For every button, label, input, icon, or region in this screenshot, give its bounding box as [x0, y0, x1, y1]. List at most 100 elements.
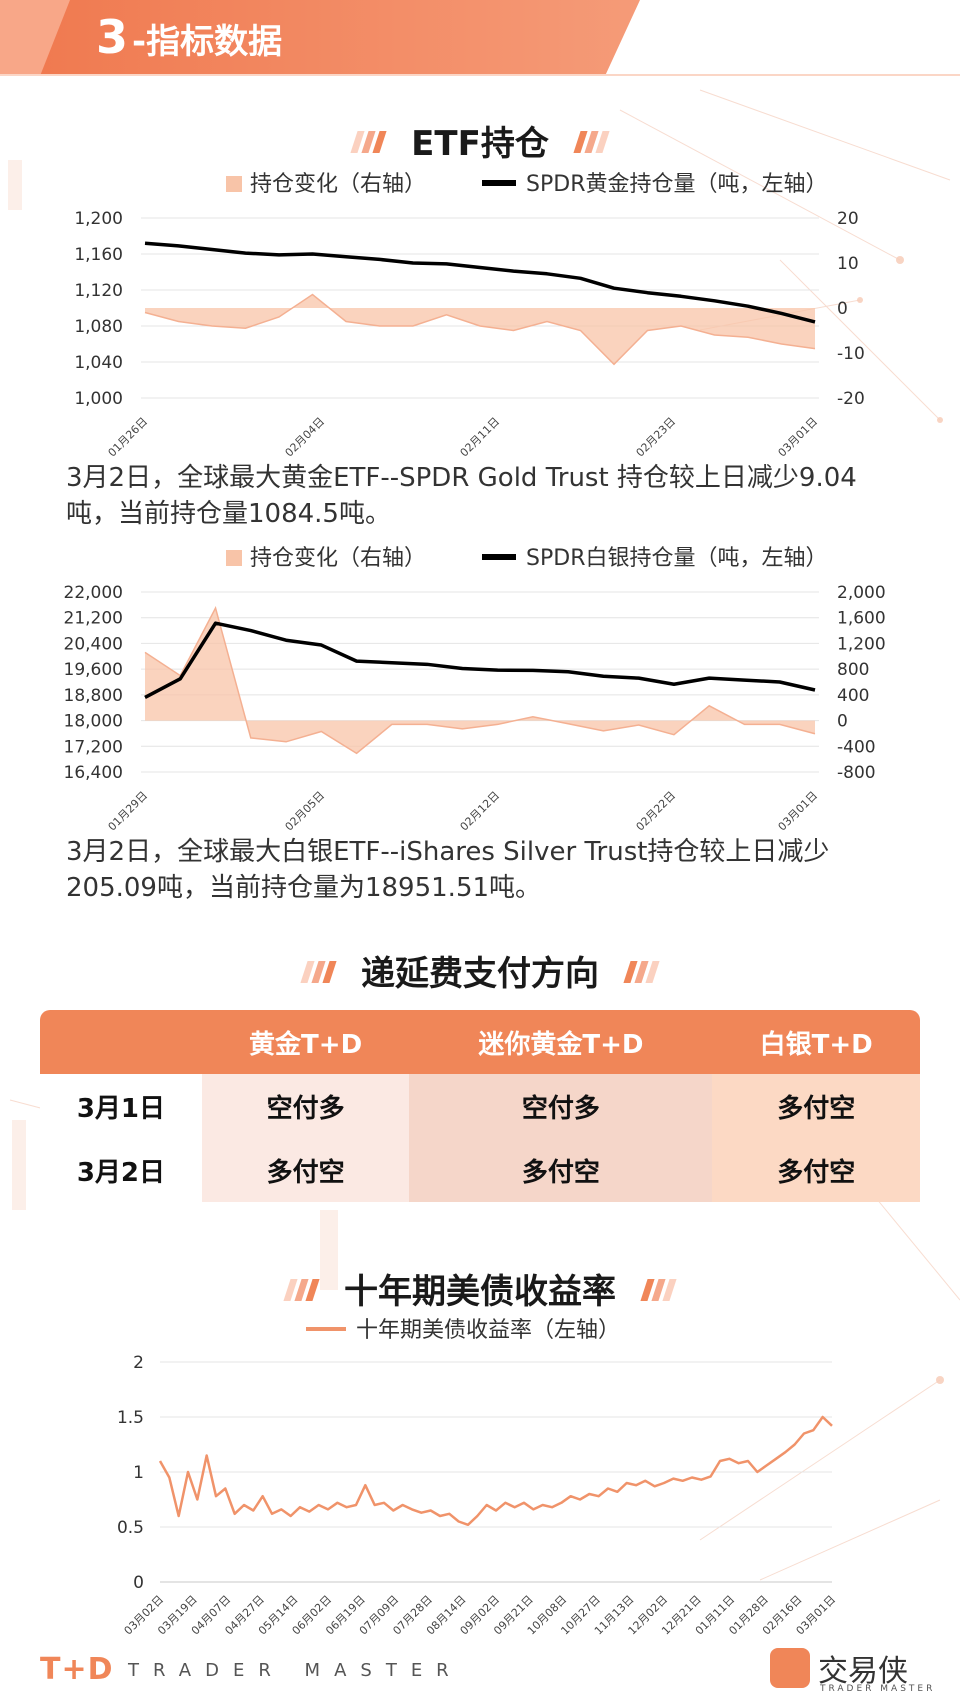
- left-axis-tick-label: 1,120: [74, 281, 123, 301]
- section-number: 3: [96, 10, 129, 64]
- brand-subtitle: TRADER MASTER: [820, 1684, 936, 1694]
- footer-tagline: TRADER MASTER: [128, 1660, 463, 1681]
- header-cell: 黄金T+D: [201, 1010, 410, 1074]
- right-axis-tick-label: 2,000: [837, 583, 886, 603]
- silver-etf-note: 3月2日，全球最大白银ETF--iShares Silver Trust持仓较上…: [66, 837, 830, 903]
- right-axis-tick-label: 20: [837, 209, 859, 229]
- x-axis-tick-label: 02月11日: [458, 415, 503, 460]
- left-axis-tick-label: 18,800: [64, 686, 123, 706]
- x-axis-tick-label: 02月05日: [283, 789, 328, 834]
- x-axis-tick-label: 02月22日: [634, 789, 679, 834]
- right-axis-tick-label: -400: [837, 737, 876, 757]
- left-axis-tick-label: 16,400: [64, 763, 123, 783]
- left-stripe-decoration: [350, 122, 387, 162]
- x-axis-tick-label: 02月12日: [458, 789, 503, 834]
- y-axis-tick-label: 0.5: [117, 1518, 144, 1538]
- x-axis-tick-label: 03月01日: [776, 415, 821, 460]
- legend-area-label: 持仓变化（右轴）: [250, 546, 427, 571]
- left-axis-tick-label: 21,200: [64, 609, 123, 629]
- silver-etf-chart: 16,400 17,200 18,000 18,800 19,600 20,400 21,2…: [64, 583, 886, 834]
- right-axis-tick-label: 400: [837, 686, 869, 706]
- header-cell: [40, 1010, 202, 1074]
- left-axis-tick-label: 19,600: [64, 660, 123, 680]
- holding-change-edge: [144, 606, 816, 755]
- deferral-title-text: 递延费支付方向: [361, 954, 599, 994]
- deferral-table: 黄金T+D 迷你黄金T+D 白银T+D 3月1日 空付多 空付多 多付空 3月2…: [40, 1010, 920, 1202]
- table-row: 3月2日 多付空 多付空 多付空: [40, 1138, 920, 1202]
- left-axis-tick-label: 1,040: [74, 353, 123, 373]
- table-row: 3月1日 空付多 空付多 多付空: [40, 1074, 920, 1138]
- table-cell: 多付空: [409, 1138, 713, 1202]
- treasury-chart-legend: 十年期美债收益率（左轴）: [306, 1312, 620, 1344]
- legend-line-swatch: [306, 1327, 346, 1331]
- section-header: 3 -指标数据: [96, 10, 282, 64]
- left-stripe-decoration: [283, 1270, 320, 1310]
- right-axis-tick-label: 1,600: [837, 609, 886, 629]
- right-axis-tick-label: 1,200: [837, 634, 886, 654]
- legend-area-swatch: [226, 550, 242, 566]
- gold-chart-legend: 持仓变化（右轴） SPDR黄金持仓量（吨，左轴）: [226, 166, 827, 198]
- right-axis-tick-label: -10: [837, 344, 865, 364]
- section-header-title: -指标数据: [132, 22, 283, 62]
- right-stripe-decoration: [573, 122, 610, 162]
- deferral-section-title: 递延费支付方向: [0, 946, 960, 995]
- holding-change-edge: [144, 293, 816, 366]
- left-axis-tick-label: 18,000: [64, 712, 123, 732]
- holdings-line: [144, 621, 816, 699]
- right-axis-tick-label: -800: [837, 763, 876, 783]
- left-axis-tick-label: 1,000: [74, 389, 123, 409]
- holding-change-area: [145, 294, 815, 365]
- treasury-section-title: 十年期美债收益率: [0, 1264, 960, 1313]
- table-cell: 空付多: [409, 1074, 713, 1138]
- legend-line-swatch: [482, 180, 517, 186]
- right-axis-tick-label: 800: [837, 660, 869, 680]
- gold-etf-chart: 1,000 1,040 1,080 1,120 1,160 1,200 -20 -10 0 10 2…: [74, 209, 865, 460]
- legend-line-label: SPDR黄金持仓量（吨，左轴）: [526, 172, 828, 197]
- legend-area-swatch: [226, 176, 242, 192]
- table-cell: 多付空: [712, 1074, 920, 1138]
- y-axis-tick-label: 2: [133, 1353, 144, 1373]
- brand-name: 交易侠: [818, 1654, 908, 1689]
- legend-line-label: SPDR白银持仓量（吨，左轴）: [526, 546, 828, 571]
- row-date-cell: 3月2日: [40, 1138, 202, 1202]
- etf-section-title: ETF持仓: [0, 116, 960, 165]
- table-cell: 多付空: [201, 1138, 410, 1202]
- left-axis-tick-label: 1,160: [74, 245, 123, 265]
- right-axis-tick-label: -20: [837, 389, 865, 409]
- table-cell: 空付多: [201, 1074, 410, 1138]
- x-axis-tick-label: 02月04日: [283, 415, 328, 460]
- right-stripe-decoration: [640, 1270, 677, 1310]
- y-axis-tick-label: 1.5: [117, 1408, 144, 1428]
- header-cell: 迷你黄金T+D: [409, 1010, 713, 1074]
- x-axis-tick-label: 02月23日: [634, 415, 679, 460]
- left-axis-tick-label: 1,080: [74, 317, 123, 337]
- left-axis-tick-label: 1,200: [74, 209, 123, 229]
- legend-area-label: 持仓变化（右轴）: [250, 172, 427, 197]
- y-axis-tick-label: 1: [133, 1463, 144, 1483]
- gold-etf-note: 3月2日，全球最大黄金ETF--SPDR Gold Trust 持仓较上日减少9…: [66, 463, 857, 529]
- td-logo: T+D: [40, 1652, 114, 1687]
- y-axis-tick-label: 0: [133, 1573, 144, 1593]
- header-banner: [0, 0, 960, 76]
- left-axis-tick-label: 17,200: [64, 737, 123, 757]
- right-axis-tick-label: 0: [837, 299, 848, 319]
- holdings-line: [144, 241, 816, 324]
- right-axis-tick-label: 0: [837, 712, 848, 732]
- left-axis-tick-label: 22,000: [64, 583, 123, 603]
- right-stripe-decoration: [623, 952, 660, 992]
- treasury-yield-chart: 00.511.5203月02日03月19日04月07日04月27日05月14日0…: [117, 1353, 838, 1637]
- legend-line-label: 十年期美债收益率（左轴）: [356, 1318, 621, 1343]
- left-stripe-decoration: [300, 952, 337, 992]
- x-axis-tick-label: 01月26日: [106, 415, 151, 460]
- left-axis-tick-label: 20,400: [64, 634, 123, 654]
- brand-logo-icon: [770, 1648, 810, 1688]
- x-axis-tick-label: 03月01日: [776, 789, 821, 834]
- deferral-table-header: 黄金T+D 迷你黄金T+D 白银T+D: [40, 1010, 920, 1074]
- header-cell: 白银T+D: [712, 1010, 920, 1074]
- row-date-cell: 3月1日: [40, 1074, 202, 1138]
- silver-chart-legend: 持仓变化（右轴） SPDR白银持仓量（吨，左轴）: [226, 540, 827, 572]
- legend-line-swatch: [482, 554, 517, 560]
- right-axis-tick-label: 10: [837, 254, 859, 274]
- x-axis-tick-label: 01月29日: [106, 789, 151, 834]
- treasury-title-text: 十年期美债收益率: [344, 1272, 616, 1312]
